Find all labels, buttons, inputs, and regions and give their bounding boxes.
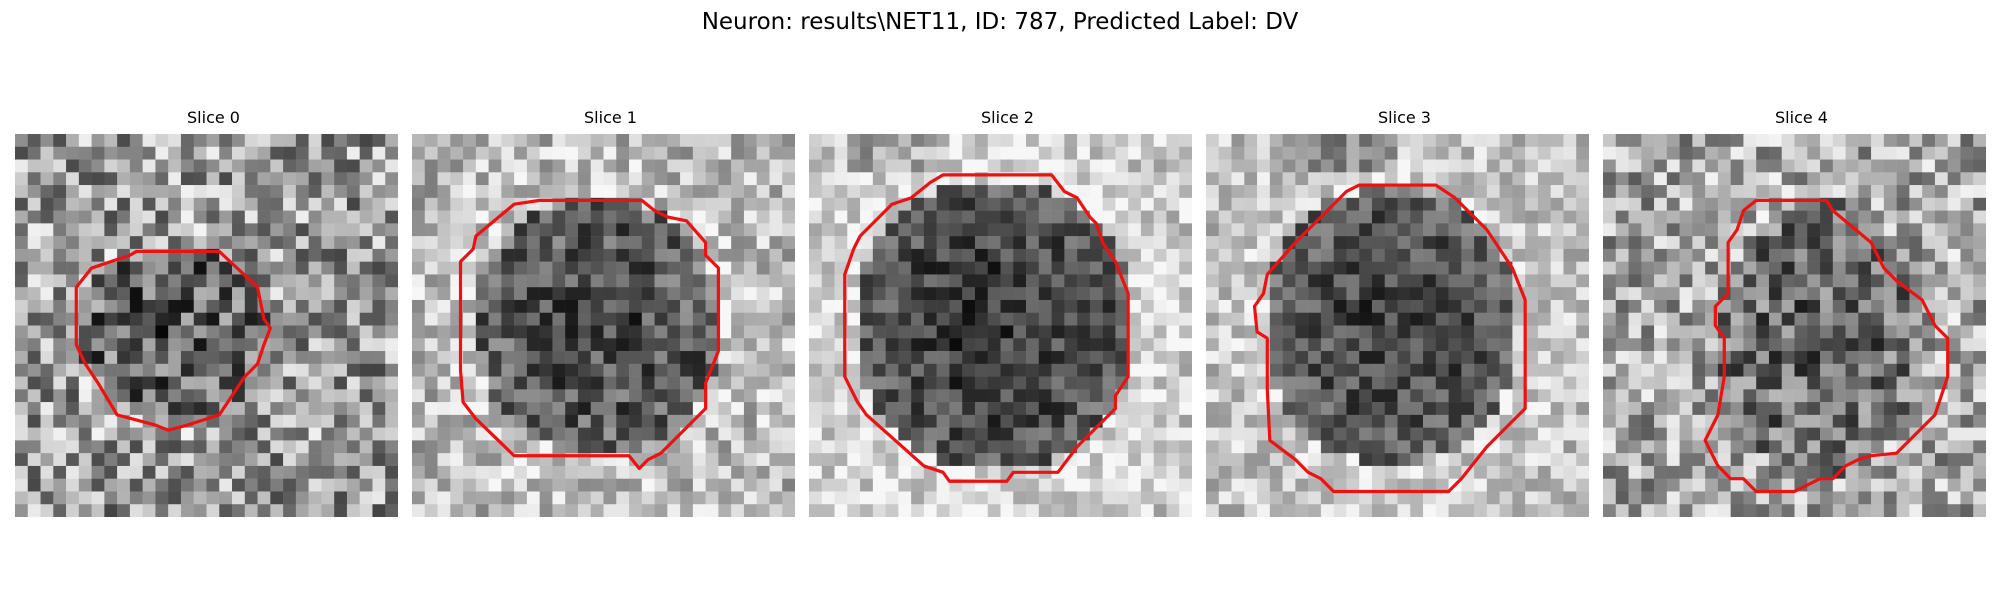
grayscale-pixels-0 bbox=[15, 134, 398, 517]
roi-contour-1 bbox=[458, 198, 720, 471]
grayscale-pixels-1 bbox=[412, 134, 795, 517]
slice-image-0 bbox=[15, 134, 398, 517]
grayscale-pixels-4 bbox=[1603, 134, 1986, 517]
slice-title-2: Slice 2 bbox=[981, 108, 1034, 127]
roi-contour-2 bbox=[843, 173, 1130, 483]
slice-title-1: Slice 1 bbox=[584, 108, 637, 127]
slice-title-0: Slice 0 bbox=[187, 108, 240, 127]
slice-title-4: Slice 4 bbox=[1775, 108, 1828, 127]
slice-image-3 bbox=[1206, 134, 1589, 517]
slice-image-2 bbox=[809, 134, 1192, 517]
slice-title-3: Slice 3 bbox=[1378, 108, 1431, 127]
slice-image-4 bbox=[1603, 134, 1986, 517]
grayscale-pixels-2 bbox=[809, 134, 1192, 517]
figure-title: Neuron: results\NET11, ID: 787, Predicte… bbox=[701, 9, 1299, 35]
roi-contour-3 bbox=[1252, 183, 1527, 494]
roi-contour-4 bbox=[1703, 198, 1950, 494]
slice-image-1 bbox=[412, 134, 795, 517]
grayscale-pixels-3 bbox=[1206, 134, 1589, 517]
roi-contour-0 bbox=[74, 249, 272, 432]
